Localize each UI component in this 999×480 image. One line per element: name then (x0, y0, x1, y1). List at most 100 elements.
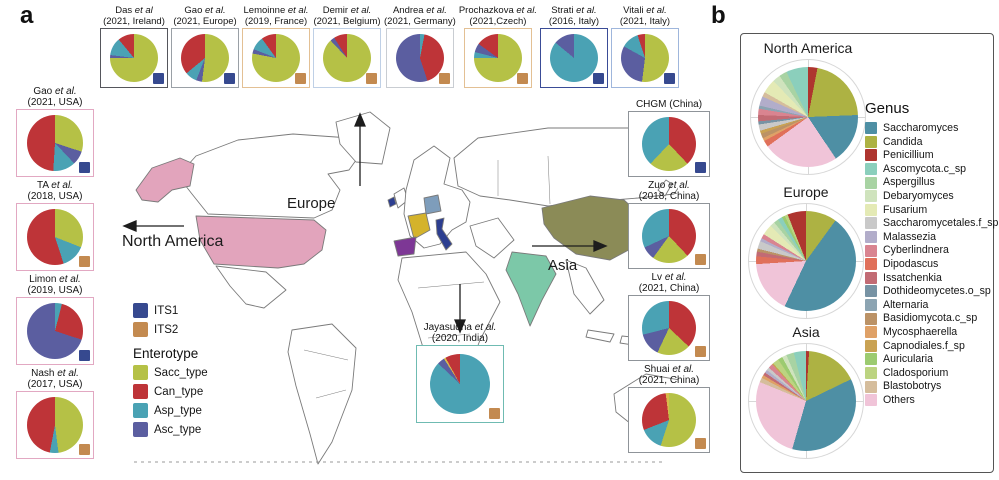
study-title: Shuai et al. (2021, China) (638, 364, 700, 386)
genus-legend-row: Fusarium (865, 204, 991, 217)
map-label-asia: Asia (548, 257, 578, 274)
genus-legend-row: Aspergillus (865, 176, 991, 189)
country-canada (177, 133, 360, 219)
study-title: CHGM (China) (635, 99, 703, 110)
genus-swatch (865, 190, 877, 203)
map-label-north-america: North America (122, 233, 224, 250)
study-card: Gao et al. (2021, USA) (16, 86, 94, 177)
study-pie-chart (642, 117, 696, 171)
genus-legend-row: Issatchenkia (865, 272, 991, 285)
study-pie-box (628, 111, 710, 177)
study-card: Das et al (2021, Ireland) (100, 5, 168, 88)
its-marker-its1 (79, 350, 90, 361)
genus-label: Blastobotrys (883, 380, 942, 393)
study-pie-box (16, 391, 94, 459)
genus-legend-row: Dipodascus (865, 258, 991, 271)
study-title: Vitali et al. (2021, Italy) (619, 5, 671, 27)
study-title: Strati et al. (2016, Italy) (548, 5, 600, 27)
study-pie-box (628, 387, 710, 453)
study-card: CHGM (China) (628, 99, 710, 177)
genus-legend-row: Cyberlindnera (865, 244, 991, 257)
genus-swatch (865, 149, 877, 162)
study-pie-box (416, 345, 504, 423)
genus-swatch (865, 122, 877, 135)
study-pie-chart (620, 34, 669, 82)
enterotype-legend-title: Enterotype (133, 346, 199, 361)
study-pie-box (628, 203, 710, 269)
enterotype-row: Sacc_type (133, 365, 208, 380)
genus-legend-row: Alternaria (865, 299, 991, 312)
russia (453, 127, 678, 207)
genus-label: Alternaria (883, 298, 929, 311)
country-germany (423, 194, 442, 215)
genus-swatch (865, 299, 877, 312)
japan (657, 179, 673, 197)
study-card: Jayasudha et al. (2020, India) (416, 322, 504, 423)
genus-legend-row: Mycosphaerella (865, 326, 991, 339)
genus-swatch (865, 244, 877, 257)
its-marker-its1 (224, 73, 235, 84)
its-marker-its2 (695, 254, 706, 265)
genus-label: Cyberlindnera (883, 244, 949, 257)
genus-label: Others (883, 393, 915, 406)
study-title: Limon et al. (2019, USA) (27, 274, 83, 296)
genus-legend: Genus Saccharomyces Candida Penicillium Asc… (865, 100, 998, 407)
panel-a-label: a (20, 2, 34, 29)
region-europe: Europe (745, 184, 867, 319)
genus-legend-row: Dothideomycetes.o_sp (865, 285, 991, 298)
genus-legend-row: Penicillium (865, 149, 991, 162)
world-map (122, 111, 678, 465)
sacc-type-label: Sacc_type (154, 366, 208, 379)
its-marker-its2 (695, 346, 706, 357)
genus-legend-items: Saccharomyces Candida Penicillium Ascomycot… (865, 122, 998, 407)
study-card: Shuai et al. (2021, China) (628, 364, 710, 453)
direction-arrows (122, 112, 608, 334)
country-mexico (215, 265, 287, 309)
region-title: Europe (783, 184, 829, 200)
asc-type-label: Asc_type (154, 423, 202, 436)
panel-b-label: b (711, 2, 726, 29)
genus-legend-row: Auricularia (865, 353, 991, 366)
study-title: Jayasudha et al. (2020, India) (423, 322, 497, 344)
map-label-europe: Europe (287, 195, 336, 212)
genus-legend-row: Basidiomycota.c_sp (865, 312, 991, 325)
genus-legend-row: Others (865, 394, 991, 407)
asc-type-swatch (133, 422, 148, 437)
its-marker-its1 (592, 73, 604, 84)
genus-label: Fusarium (883, 203, 928, 216)
study-title: Prochazkova et al. (2021,Czech) (458, 5, 537, 27)
europe-pie-chart (756, 211, 856, 311)
country-india (505, 251, 557, 327)
genus-swatch (865, 163, 877, 176)
genus-label: Basidiomycota.c_sp (883, 312, 978, 325)
study-title: TA et al. (2018, USA) (27, 180, 83, 202)
asia-pie-chart (756, 351, 856, 451)
study-pie-box (171, 28, 239, 88)
genus-swatch (865, 339, 877, 352)
its1-label: ITS1 (154, 304, 179, 317)
study-card: Lemoinne et al. (2019, France) (242, 5, 310, 88)
study-title: Zuo et al. (2018, China) (638, 180, 700, 202)
its-marker-its2 (489, 408, 500, 419)
genus-legend-row: Candida (865, 136, 991, 149)
country-ireland (387, 196, 397, 208)
its-legend-row: ITS2 (133, 322, 178, 337)
study-card: Demir et al. (2021, Belgium) (313, 5, 381, 88)
genus-label: Candida (883, 135, 923, 148)
its-marker-its2 (79, 444, 90, 455)
enterotype-legend: Enterotype Sacc_type Can_type Asp_type A… (133, 346, 208, 441)
its-marker-its2 (79, 256, 90, 267)
genus-label: Mycosphaerella (883, 325, 958, 338)
genus-label: Debaryomyces (883, 189, 954, 202)
country-usa (195, 215, 327, 269)
study-pie-box (628, 295, 710, 361)
country-italy (435, 217, 453, 251)
genus-label: Saccharomyces (883, 122, 959, 134)
study-pie-box (385, 28, 454, 88)
study-title: Demir et al. (2021, Belgium) (313, 5, 381, 27)
pie-ring (748, 203, 864, 319)
genus-swatch (865, 353, 877, 366)
region-title: Asia (792, 324, 820, 340)
country-china (541, 195, 647, 261)
